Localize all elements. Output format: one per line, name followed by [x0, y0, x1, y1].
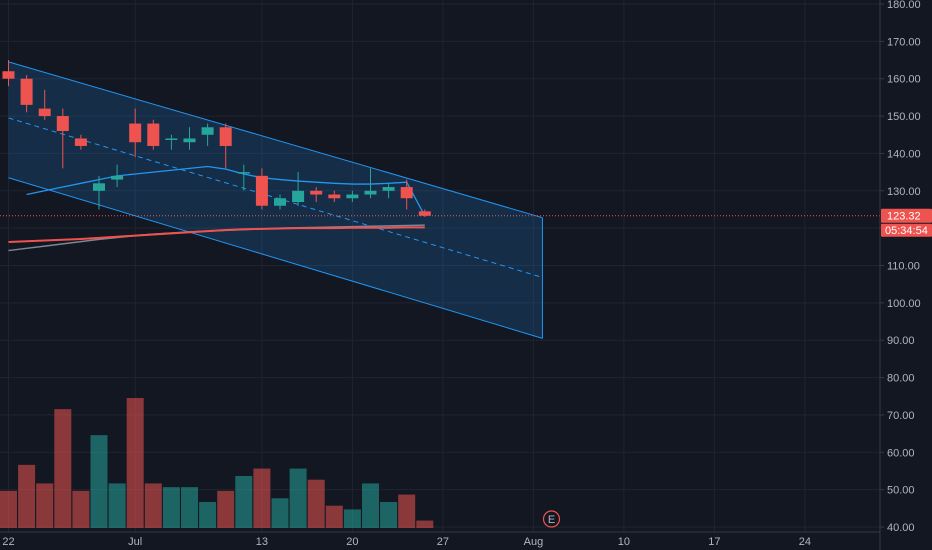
- volume-bar: [144, 483, 162, 528]
- volume-bar: [72, 490, 90, 528]
- time-axis-label: 27: [437, 536, 449, 548]
- candle-body[interactable]: [20, 78, 33, 105]
- price-axis-label: 110.00: [887, 261, 920, 273]
- price-axis-label: 150.00: [887, 111, 921, 123]
- candle-body[interactable]: [255, 175, 268, 206]
- candle-body[interactable]: [418, 211, 431, 216]
- volume-bar: [253, 468, 271, 528]
- time-axis-label: Jul: [128, 536, 142, 548]
- volume-bar: [380, 502, 398, 528]
- earnings-marker[interactable]: [542, 510, 561, 528]
- candle-body[interactable]: [129, 123, 142, 143]
- candle-body[interactable]: [111, 175, 124, 180]
- price-axis-label: 70.00: [887, 410, 915, 422]
- time-axis-label: 20: [346, 536, 358, 548]
- time-axis-label: 24: [799, 536, 811, 548]
- time-axis-label: 10: [618, 536, 630, 548]
- candle-body[interactable]: [237, 172, 250, 174]
- candle-body[interactable]: [2, 71, 15, 79]
- candle-countdown: 05:34:54: [885, 225, 928, 237]
- countdown-tag: [881, 223, 932, 237]
- candle-body[interactable]: [400, 187, 413, 199]
- volume-bar: [108, 483, 126, 528]
- volume-bar: [90, 435, 108, 528]
- volume-bar: [271, 498, 289, 528]
- candle-body[interactable]: [382, 187, 395, 191]
- time-axis-label: Aug: [524, 536, 544, 548]
- price-axis-label: 100.00: [887, 298, 921, 310]
- price-axis-label: 130.00: [887, 186, 921, 198]
- candle-body[interactable]: [74, 138, 87, 146]
- last-price-value: 123.32: [887, 211, 921, 223]
- volume-bar: [18, 464, 36, 528]
- price-axis-label: 140.00: [887, 148, 921, 160]
- volume-bar: [162, 487, 180, 528]
- volume-bar: [181, 487, 198, 528]
- moving-average-slow: [8, 226, 425, 243]
- price-axis-label: 90.00: [887, 335, 915, 347]
- candle-body[interactable]: [38, 108, 51, 117]
- price-axis-label: 60.00: [887, 447, 915, 459]
- channel-lower-line[interactable]: [8, 177, 543, 339]
- candle-body[interactable]: [346, 194, 359, 199]
- candle-body[interactable]: [56, 116, 69, 132]
- candle-body[interactable]: [310, 190, 323, 195]
- price-axis-label: 170.00: [887, 36, 921, 48]
- volume-bar: [289, 468, 307, 528]
- volume-bar: [325, 505, 343, 528]
- candle-body[interactable]: [274, 198, 286, 206]
- time-axis-label: 17: [708, 536, 720, 548]
- volume-bar: [307, 479, 325, 528]
- volume-bar: [416, 520, 434, 528]
- time-axis-label: 13: [256, 536, 268, 548]
- last-price-tag: [881, 208, 932, 223]
- candle-body[interactable]: [219, 127, 232, 146]
- candle-body[interactable]: [93, 183, 105, 191]
- moving-average-fast: [26, 165, 426, 217]
- price-axis-label: 40.00: [887, 522, 915, 534]
- candle-body[interactable]: [328, 194, 341, 199]
- volume-bar: [343, 509, 361, 528]
- earnings-marker-label: E: [548, 514, 555, 526]
- price-axis-label: 50.00: [887, 485, 915, 497]
- volume-bar: [54, 409, 72, 528]
- volume-bar: [235, 476, 253, 528]
- volume-bar: [199, 502, 217, 528]
- volume-bar: [217, 490, 235, 528]
- volume-bar: [36, 483, 54, 528]
- candle-body[interactable]: [364, 190, 377, 195]
- candle-body[interactable]: [201, 127, 214, 135]
- price-axis-label: 80.00: [887, 373, 915, 385]
- candle-body[interactable]: [147, 123, 160, 146]
- price-axis-label: 160.00: [887, 74, 921, 86]
- volume-bar: [0, 490, 17, 528]
- channel-upper-line[interactable]: [8, 61, 543, 219]
- price-axis-label: 180.00: [887, 0, 921, 11]
- candle-body[interactable]: [165, 138, 178, 140]
- volume-bar: [398, 494, 416, 528]
- candle-body[interactable]: [183, 138, 196, 143]
- volume-bar: [362, 483, 379, 528]
- candle-body[interactable]: [292, 190, 305, 202]
- volume-bar: [126, 398, 144, 528]
- channel-mid-line[interactable]: [8, 117, 543, 278]
- time-axis-label: 22: [2, 536, 14, 548]
